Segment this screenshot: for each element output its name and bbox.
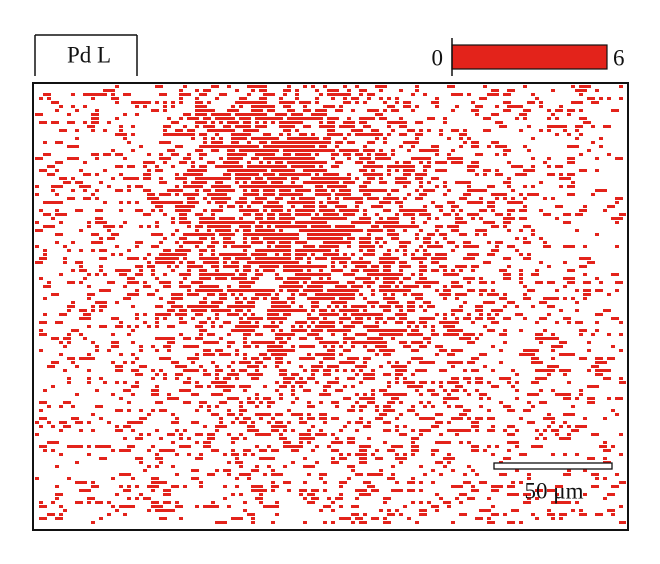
label-box bbox=[34, 34, 138, 76]
color-scale-bar bbox=[451, 44, 608, 70]
scale-bar-label: 50 μm bbox=[525, 478, 584, 503]
map-frame bbox=[32, 82, 629, 531]
scale-bar bbox=[493, 462, 613, 470]
element-label: Pd L bbox=[67, 42, 111, 67]
scale-max: 6 bbox=[613, 45, 625, 70]
scale-min: 0 bbox=[432, 45, 444, 70]
